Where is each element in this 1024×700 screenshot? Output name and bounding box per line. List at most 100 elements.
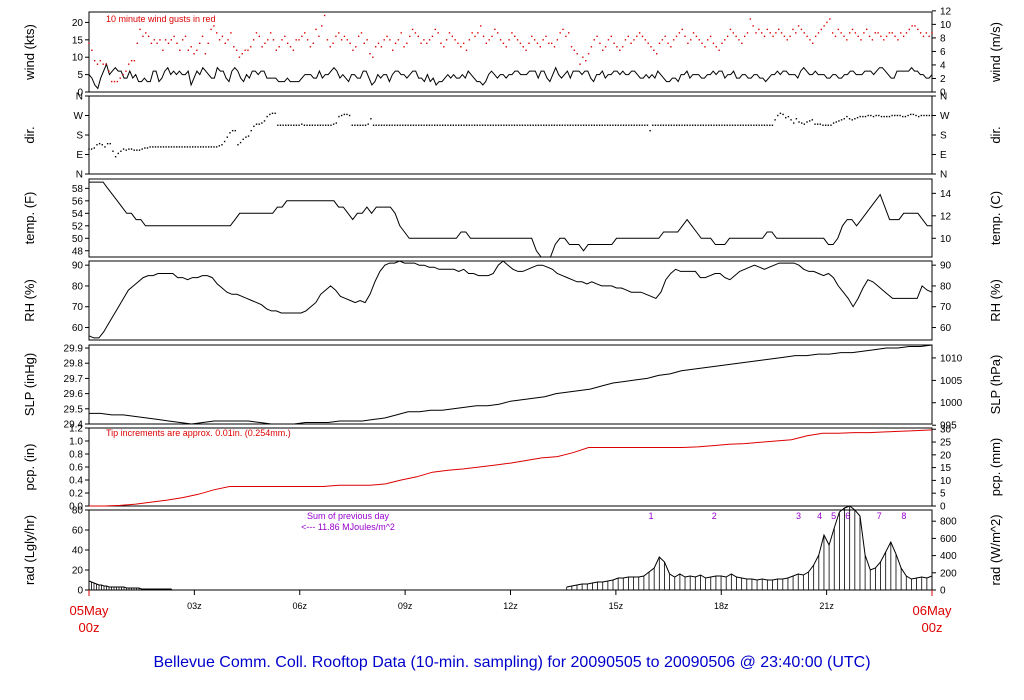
dir-point: [346, 113, 348, 116]
right-tick-label: 6: [940, 47, 946, 58]
gust-point: [695, 35, 698, 38]
dir-point: [569, 124, 572, 126]
dir-point: [511, 124, 513, 126]
dir-point: [271, 112, 274, 115]
gust-point: [479, 25, 482, 27]
gust-point: [491, 35, 493, 38]
gust-point: [866, 28, 868, 31]
dir-point: [255, 123, 258, 125]
gust-point: [105, 63, 107, 65]
gust-point: [372, 56, 374, 58]
gust-point: [786, 39, 788, 41]
dir-point: [441, 124, 444, 126]
dir-point: [335, 122, 338, 124]
gust-point: [406, 42, 408, 45]
gust-point: [238, 56, 241, 58]
dir-point: [112, 150, 114, 152]
dir-point: [128, 148, 130, 150]
slp-series-line: [89, 344, 933, 425]
gust-point: [145, 32, 147, 34]
left-tick-label: 0.0: [69, 502, 83, 513]
gust-point: [653, 49, 655, 51]
dir-point: [207, 146, 210, 148]
right-tick-label: W: [940, 111, 950, 122]
gust-point: [187, 49, 190, 51]
dir-point: [588, 124, 590, 126]
dir-point: [838, 120, 840, 122]
left-tick-label: 29.4: [64, 420, 84, 431]
dir-point: [787, 115, 790, 118]
rad-hour-marker: 1: [648, 511, 653, 521]
dir-point: [226, 136, 228, 138]
dir-point: [484, 124, 486, 126]
left-tick-label: 29.8: [64, 359, 84, 370]
right-tick-label: 20: [940, 450, 952, 461]
gust-point: [919, 32, 922, 34]
y-axis-label: rad (Lgly/hr): [22, 515, 37, 585]
right-tick-label: 12: [940, 211, 952, 222]
gust-point: [922, 35, 925, 38]
dir-point: [880, 115, 883, 118]
right-tick-label: 10: [940, 476, 952, 487]
gust-point: [340, 39, 343, 41]
pcp-series-line: [89, 429, 933, 507]
gust-point: [457, 42, 459, 45]
dir-point: [383, 124, 385, 126]
gust-point: [386, 35, 388, 38]
dir-point: [519, 124, 521, 126]
gust-point: [289, 46, 292, 48]
dir-point: [779, 112, 782, 115]
dir-point: [822, 124, 824, 126]
gust-point: [383, 39, 385, 41]
gust-point: [630, 42, 632, 45]
dir-point: [859, 115, 861, 118]
gust-point: [809, 39, 811, 41]
dir-point: [447, 124, 449, 126]
dir-point: [830, 124, 832, 126]
dir-point: [574, 124, 577, 126]
dir-point: [364, 124, 367, 126]
gust-point: [871, 39, 874, 41]
dir-point: [824, 124, 827, 126]
left-tick-label: 80: [72, 281, 84, 292]
dir-point: [356, 124, 359, 126]
y-axis-label: SLP (inHg): [22, 353, 37, 416]
right-tick-label: E: [940, 150, 947, 161]
gust-point: [235, 49, 238, 51]
right-tick-label: 5: [940, 489, 946, 500]
gust-point: [102, 63, 104, 65]
x-date-label: 06May: [912, 603, 952, 618]
left-tick-label: 40: [72, 546, 84, 557]
gust-point: [241, 53, 243, 55]
dir-point: [173, 146, 175, 148]
left-tick-label: 0.2: [69, 489, 83, 500]
gust-point: [213, 25, 215, 27]
dir-point: [606, 124, 609, 126]
gust-point: [627, 35, 629, 38]
dir-point: [545, 124, 548, 126]
dir-point: [372, 124, 375, 126]
gust-point: [284, 35, 286, 38]
gust-point: [902, 35, 905, 38]
dir-point: [668, 124, 670, 126]
dir-point: [194, 146, 197, 148]
left-tick-label: 15: [72, 35, 84, 46]
left-tick-label: 0.4: [69, 476, 83, 487]
gust-point: [894, 35, 896, 38]
dir-point: [468, 124, 470, 126]
gust-point: [221, 35, 224, 38]
dir-point: [495, 124, 497, 126]
gust-point: [147, 35, 150, 38]
gust-point: [264, 42, 266, 45]
dir-point: [309, 124, 311, 126]
gust-point: [531, 35, 533, 38]
gust-point: [326, 39, 329, 41]
gust-point: [409, 35, 411, 38]
dir-point: [713, 124, 715, 126]
left-tick-label: 1.0: [69, 437, 83, 448]
dir-point: [721, 124, 723, 126]
dir-point: [282, 124, 284, 126]
dir-point: [878, 114, 880, 117]
gust-point: [576, 53, 578, 55]
